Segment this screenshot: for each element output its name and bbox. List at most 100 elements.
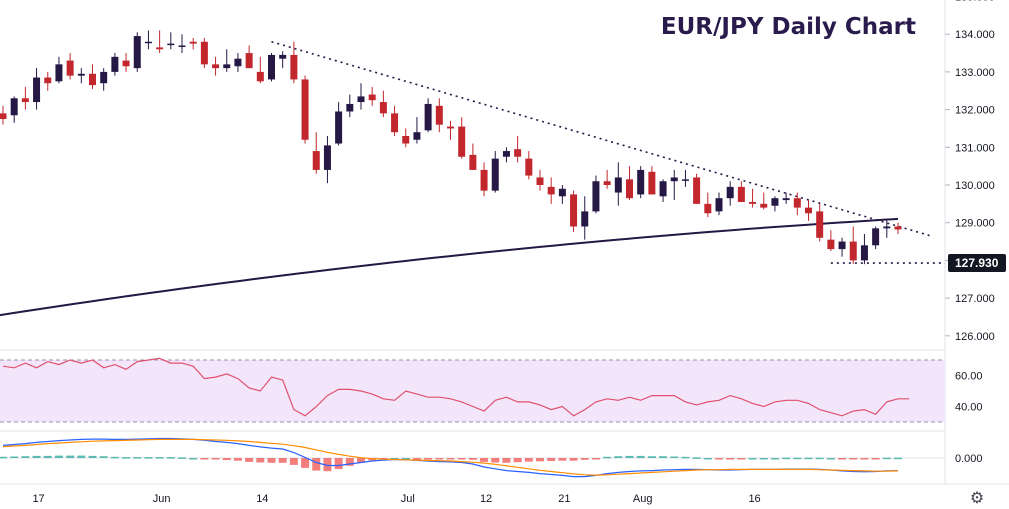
macd-histogram-bar — [636, 455, 645, 458]
macd-histogram-bar — [424, 458, 433, 460]
candle — [391, 113, 399, 133]
macd-histogram-bar — [457, 458, 466, 460]
macd-histogram-bar — [591, 458, 600, 460]
macd-histogram-bar — [647, 456, 656, 458]
candle — [704, 203, 712, 214]
candle — [167, 43, 175, 46]
macd-histogram-bar — [748, 458, 757, 460]
date-tick-label: 17 — [32, 493, 44, 505]
candle — [659, 181, 667, 197]
candle — [379, 102, 387, 114]
macd-histogram-bar — [435, 458, 444, 460]
candle — [469, 154, 477, 170]
macd-histogram-bar — [222, 458, 231, 461]
candle — [178, 45, 186, 48]
candle — [883, 226, 891, 229]
candle — [749, 201, 757, 204]
candle — [626, 179, 633, 199]
price-tick-label: 127.000 — [955, 293, 995, 305]
chart-title: EUR/JPY Daily Chart — [660, 14, 916, 40]
candle — [491, 158, 499, 191]
macd-histogram-bar — [144, 457, 153, 459]
price-tick-label: 130.000 — [955, 180, 995, 192]
price-tick-label: 135.000 — [955, 0, 995, 4]
date-axis[interactable]: 17 Jun 14 Jul 12 21 Aug 16 — [32, 493, 760, 505]
candle — [122, 60, 130, 67]
macd-histogram-bar — [200, 458, 209, 460]
macd-histogram-bar — [737, 458, 746, 460]
moving-average-line — [0, 217, 899, 317]
macd-histogram-bar — [815, 457, 824, 460]
candle — [816, 211, 824, 238]
macd-histogram-bar — [10, 456, 19, 458]
candle — [771, 198, 779, 206]
candle — [156, 47, 164, 50]
macd-histogram-bar — [558, 458, 567, 461]
candle — [614, 177, 622, 193]
candle — [581, 211, 589, 227]
candle — [0, 113, 7, 120]
candle — [44, 77, 52, 84]
candle — [256, 71, 264, 82]
candle — [402, 135, 410, 144]
macd-histogram-bar — [211, 458, 220, 460]
macd-histogram-bar — [849, 458, 858, 460]
macd-histogram-bar — [882, 457, 891, 460]
candle — [637, 169, 645, 195]
macd-histogram-bar — [670, 456, 679, 458]
price-axis[interactable]: 126.000127.000128.000129.000130.000131.0… — [945, 0, 1006, 465]
candle — [681, 179, 689, 181]
macd-histogram-bar — [245, 458, 254, 462]
candle — [805, 207, 812, 214]
candle — [223, 64, 231, 69]
candle — [715, 198, 723, 212]
macd-histogram-bar — [502, 458, 511, 463]
candle — [133, 36, 141, 69]
macd-histogram-bar — [155, 457, 164, 459]
candle — [66, 60, 74, 76]
candle — [670, 177, 678, 182]
macd-histogram-bar — [267, 458, 276, 463]
gear-icon[interactable]: ⚙ — [969, 488, 985, 507]
candle — [558, 188, 566, 197]
macd-histogram-bar — [569, 458, 578, 461]
macd-histogram-bar — [726, 458, 735, 460]
current-price-badge — [948, 254, 1006, 273]
candle — [346, 103, 354, 112]
date-tick-label: 16 — [748, 493, 760, 505]
downtrend-line — [271, 40, 933, 238]
candle — [10, 98, 18, 116]
candle — [279, 54, 287, 59]
macd-histogram-bar — [278, 458, 287, 463]
date-tick-label: 14 — [256, 493, 268, 505]
macd-histogram-bar — [43, 455, 52, 458]
candle — [189, 41, 197, 44]
candle — [111, 56, 119, 72]
macd-histogram-bar — [345, 458, 354, 466]
candle — [849, 241, 857, 261]
candle — [268, 54, 275, 80]
date-tick-label: Jul — [401, 493, 415, 505]
candle — [782, 198, 790, 201]
macd-histogram-bar — [681, 456, 690, 459]
candle — [413, 132, 421, 140]
macd-histogram-bar — [659, 456, 668, 458]
macd-histogram-bar — [390, 458, 399, 460]
macd-histogram-bar — [524, 458, 533, 462]
rsi-line — [2, 357, 910, 417]
macd-histogram-bar — [323, 458, 332, 472]
macd-histogram-bar — [547, 458, 556, 461]
candle — [234, 58, 242, 67]
candle — [872, 228, 880, 246]
macd-histogram-bar — [871, 458, 880, 460]
macd-histogram-bar — [401, 458, 410, 460]
macd-histogram-bar — [301, 458, 310, 468]
price-tick-label: 131.000 — [955, 142, 995, 154]
macd-histogram-bar — [88, 455, 97, 458]
macd-histogram-bar — [110, 456, 119, 459]
price-tick-label: 134.000 — [955, 29, 995, 41]
macd-histogram-bar — [233, 458, 242, 461]
macd-histogram-bar — [614, 456, 623, 458]
signal-line — [2, 438, 899, 476]
